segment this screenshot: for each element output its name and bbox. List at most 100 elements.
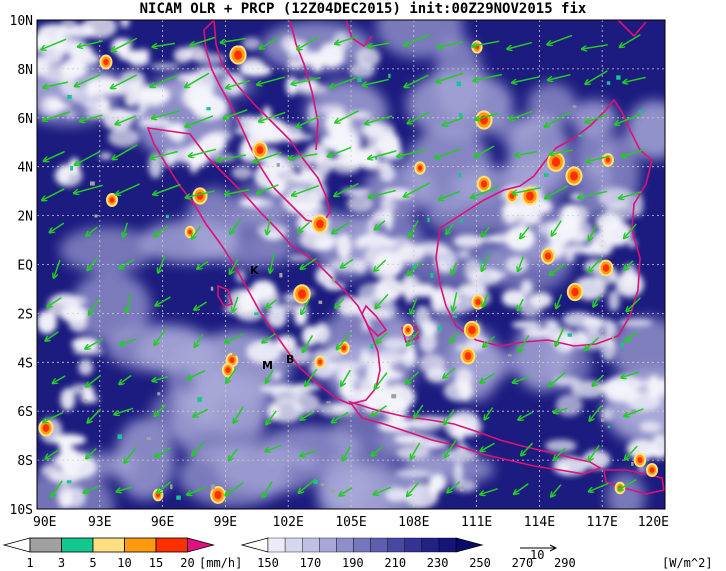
cold-cloud-patch — [600, 379, 631, 395]
wind-vector — [87, 257, 98, 270]
colorbar-label: 230 — [427, 556, 449, 570]
precip-cell-core — [317, 359, 323, 365]
cold-cloud-patch — [262, 230, 285, 241]
wind-vector — [550, 262, 566, 275]
light-precip-pixel — [211, 484, 215, 490]
wind-vector — [586, 155, 610, 161]
cold-cloud-patch — [133, 85, 170, 108]
precip-cell-core — [229, 356, 235, 364]
precip-cell-core — [475, 298, 481, 306]
wind-vector — [549, 371, 567, 386]
cold-cloud-patch — [288, 253, 311, 263]
light-precip-pixel — [638, 110, 644, 113]
cold-cloud-patch — [555, 394, 583, 417]
cold-cloud-patch — [331, 402, 357, 416]
cold-cloud-patch — [545, 439, 577, 453]
precip-cell-core — [637, 457, 643, 463]
wind-vector — [472, 40, 500, 46]
wind-vector — [369, 189, 396, 197]
wind-vector — [585, 336, 600, 351]
wind-vector — [86, 226, 98, 236]
wind-vector — [187, 370, 206, 379]
wind-vector — [152, 375, 169, 381]
wind-vector — [332, 222, 349, 234]
light-precip-pixel — [320, 483, 325, 487]
cold-cloud-patch — [607, 229, 630, 247]
longitude-tick-label: 117E — [587, 515, 618, 530]
bangka-coastline — [361, 304, 388, 338]
precip-cell — [471, 294, 485, 310]
light-precip-pixel — [197, 397, 202, 402]
latitude-tick-label: 10S — [10, 503, 33, 518]
wind-vector — [197, 260, 209, 268]
precip-cell — [210, 486, 226, 504]
cold-cloud-patch — [382, 337, 410, 351]
wind-vector — [335, 35, 359, 44]
light-precip-pixel — [427, 217, 430, 223]
cold-cloud-patch — [357, 282, 393, 303]
wind-vector — [330, 76, 357, 88]
wind-vector — [482, 253, 491, 271]
light-precip-pixel — [616, 75, 621, 80]
cold-cloud-patch — [267, 302, 303, 313]
wind-vector — [47, 297, 62, 307]
light-precip-pixel — [157, 392, 161, 396]
wind-vector — [221, 37, 246, 43]
wind-vector — [578, 190, 608, 197]
marker-k: K — [250, 264, 259, 277]
cold-cloud-patch — [381, 401, 402, 411]
olr-patch — [606, 472, 645, 509]
cold-cloud-patch — [420, 320, 438, 337]
light-precip-pixel — [543, 173, 549, 177]
cold-cloud-patch — [521, 229, 532, 247]
cold-cloud-patch — [366, 218, 376, 235]
wind-vector — [75, 150, 101, 165]
precip-cell-core — [42, 424, 50, 432]
wind-vector — [266, 410, 277, 424]
wind-vector — [444, 409, 455, 425]
cold-cloud-patch — [336, 368, 356, 384]
olr-patch — [114, 418, 175, 500]
precip-cell — [547, 152, 565, 172]
wind-vector — [300, 450, 317, 456]
cold-cloud-patch — [562, 311, 594, 328]
cold-cloud-patch — [545, 322, 561, 342]
light-precip-pixel — [357, 77, 362, 83]
light-precip-pixel — [459, 113, 463, 118]
wind-vector — [589, 444, 600, 460]
wind-vector — [262, 480, 274, 497]
precip-cell-core — [188, 229, 192, 235]
precip-cell-core — [297, 289, 307, 299]
cold-cloud-patch — [285, 76, 298, 96]
wind-vector — [117, 486, 133, 492]
cold-cloud-patch — [457, 282, 488, 298]
wind-vector — [223, 109, 248, 119]
wind-vector — [404, 33, 430, 46]
cold-cloud-patch — [355, 47, 381, 68]
wind-vector — [75, 73, 102, 86]
wind-vector — [153, 42, 176, 47]
wind-vector — [407, 331, 419, 346]
cold-cloud-patch — [68, 313, 88, 332]
wind-vector — [375, 372, 388, 389]
cold-cloud-patch — [464, 258, 482, 283]
wind-vector — [83, 485, 99, 493]
cold-cloud-patch — [276, 335, 297, 352]
cold-cloud-patch — [406, 344, 415, 360]
wind-vector — [191, 36, 216, 45]
wind-vector — [45, 449, 59, 459]
wind-vector — [43, 411, 64, 423]
light-precip-pixel — [572, 105, 577, 108]
precip-cell — [99, 54, 113, 70]
wind-vector — [253, 151, 282, 162]
cold-cloud-patch — [82, 385, 95, 403]
reference-vector-head — [549, 544, 558, 552]
colorbar-label: 1 — [26, 556, 33, 570]
light-precip-pixel — [313, 479, 318, 485]
wind-vector — [270, 253, 275, 273]
light-precip-pixel — [620, 342, 624, 348]
colorbar-box — [353, 537, 371, 553]
wind-vector — [185, 72, 210, 87]
wind-vector — [127, 293, 131, 312]
